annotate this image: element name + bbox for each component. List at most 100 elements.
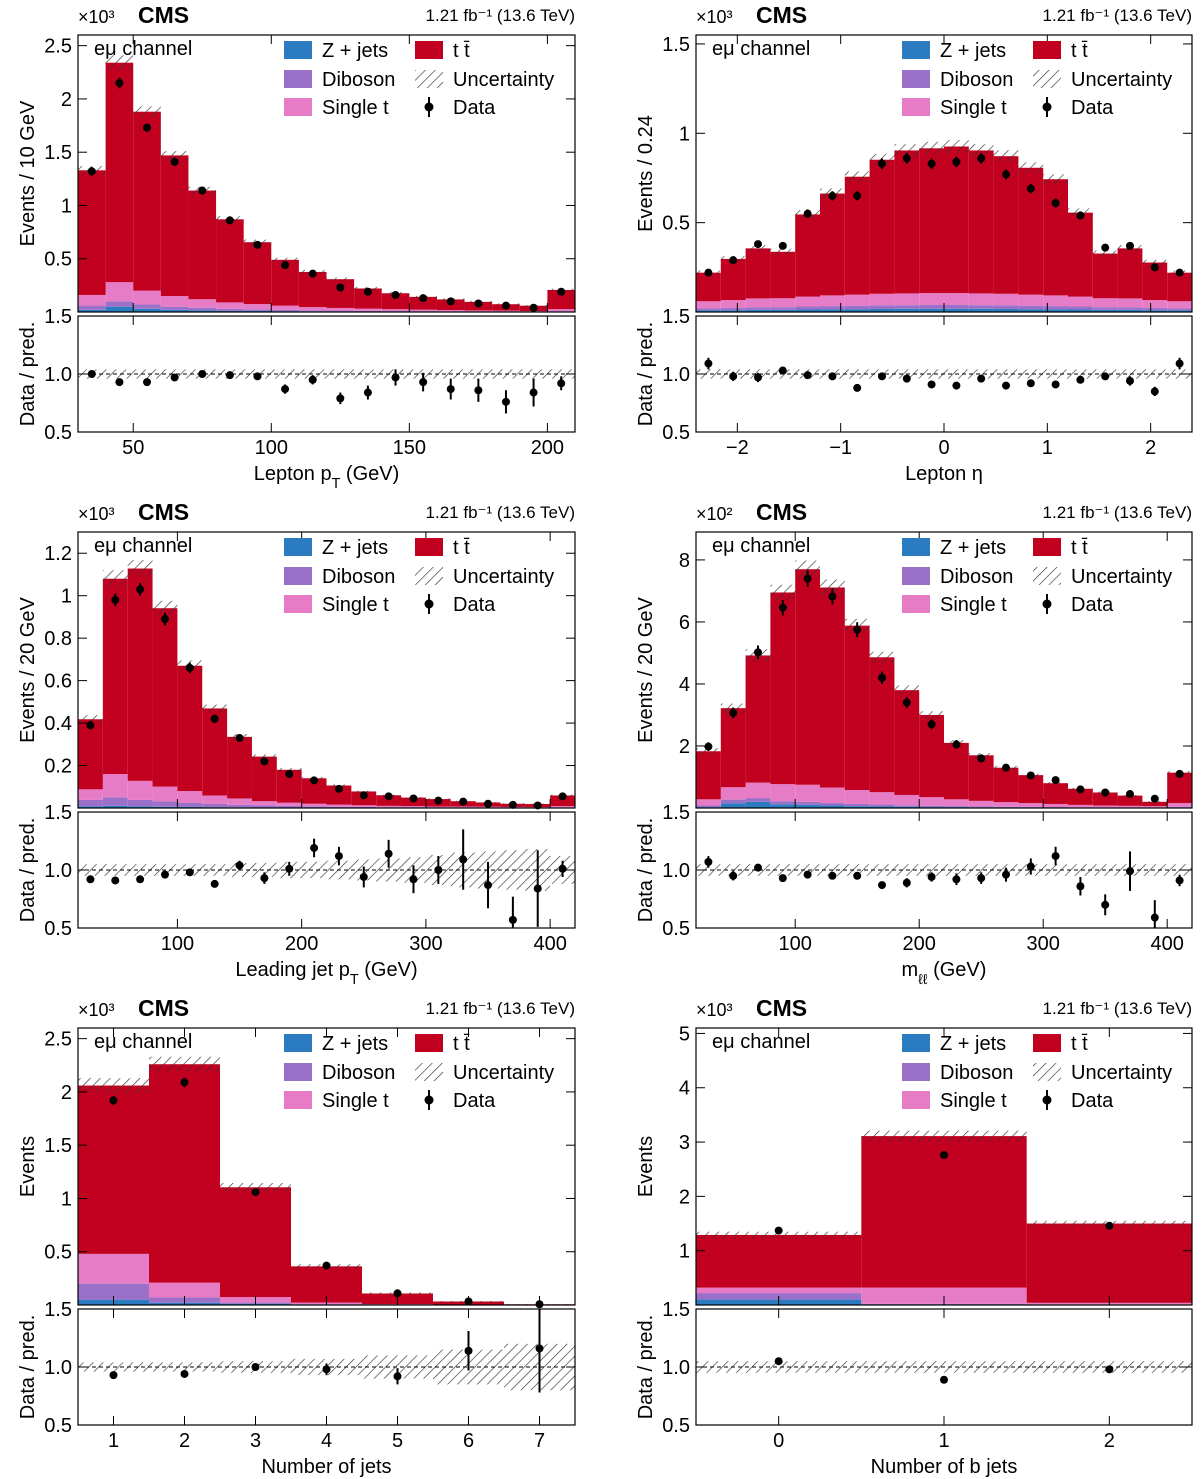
uncertainty-band xyxy=(271,257,299,262)
stack-bar-singlet xyxy=(745,298,771,308)
data-point xyxy=(940,1151,948,1160)
legend-uncertainty-label: Uncertainty xyxy=(1071,69,1172,91)
legend-diboson-swatch xyxy=(284,567,312,585)
x-tick-label: 100 xyxy=(779,933,812,955)
data-point xyxy=(86,721,95,730)
stack-bar-diboson xyxy=(1018,806,1044,808)
stack-bar-tt xyxy=(1043,783,1068,804)
legend-uncertainty-label: Uncertainty xyxy=(453,1062,554,1084)
stack-bar-tt xyxy=(78,719,103,790)
y-tick-label: 1.5 xyxy=(662,34,690,56)
data-point xyxy=(1150,263,1159,272)
cms-label: CMS xyxy=(756,2,807,28)
stack-bar-singlet xyxy=(436,310,465,312)
data-point xyxy=(235,733,244,742)
ratio-point xyxy=(557,379,566,388)
stack-bar-zjets xyxy=(820,805,845,808)
legend-uncertainty-swatch xyxy=(1033,1063,1061,1081)
data-point xyxy=(878,159,886,168)
ratio-point xyxy=(803,870,812,879)
data-point xyxy=(902,698,911,707)
stack-bar-tt xyxy=(720,258,746,301)
stack-bar-zjets xyxy=(696,310,721,312)
panel-lepton-pt: 0.5 1 1.5 2 2.5 0.5 1.0 1.5 50 100 150 200 Lepton pT… xyxy=(17,2,576,492)
x-tick-label: 400 xyxy=(533,933,566,955)
y-tick-label: 6 xyxy=(679,612,690,634)
y-axis-label: Events / 10 GeV xyxy=(17,100,39,246)
stack-bar-diboson xyxy=(745,307,771,310)
legend-data-marker xyxy=(1042,102,1052,112)
stack-bar-diboson xyxy=(271,309,299,312)
stack-bar-singlet xyxy=(425,806,451,808)
stack-bar-singlet xyxy=(102,774,128,798)
stack-bar-zjets xyxy=(770,309,796,312)
data-point xyxy=(87,167,96,176)
ratio-point xyxy=(86,875,95,884)
panel-number-of-b-jets: 1 2 3 4 5 0.5 1.0 1.5 0 1 2 Number of b jets Events D… xyxy=(635,995,1193,1478)
stack-bar-zjets xyxy=(894,806,920,808)
stack-bar-diboson xyxy=(78,305,106,310)
legend-data-marker xyxy=(424,599,434,609)
stack-bar-singlet xyxy=(381,309,410,312)
legend-uncertainty-label: Uncertainty xyxy=(453,566,554,588)
data-point xyxy=(1101,788,1110,797)
x-tick-label: 6 xyxy=(463,1430,474,1452)
stack-bar-diboson xyxy=(993,305,1019,309)
stack-bar-singlet xyxy=(271,305,299,310)
stack-bar-singlet xyxy=(216,302,244,309)
ratio-point xyxy=(185,868,194,877)
stack-bar-zjets xyxy=(869,806,895,808)
ratio-point xyxy=(235,861,244,870)
stack-bar-singlet xyxy=(492,310,520,312)
legend-singlet-label: Single t xyxy=(322,1090,389,1112)
stack-bar-diboson xyxy=(745,798,771,802)
stack-bar-tt xyxy=(177,665,203,792)
ratio-point xyxy=(310,843,319,852)
cms-label: CMS xyxy=(138,2,189,28)
legend-diboson-label: Diboson xyxy=(322,1062,395,1084)
stack-bar-tt xyxy=(696,751,721,800)
stack-bar-diboson xyxy=(78,799,103,807)
ratio-point xyxy=(1126,376,1134,385)
stack-bar-tt xyxy=(1167,272,1192,302)
stack-bar-tt xyxy=(1043,179,1068,296)
stack-bar-tt xyxy=(354,288,382,309)
lumi-label: 1.21 fb⁻¹ (13.6 TeV) xyxy=(426,503,575,522)
stack-bar-diboson xyxy=(1018,305,1044,310)
uncertainty-band xyxy=(696,1231,862,1239)
stack-bar-tt xyxy=(770,251,796,299)
x-tick-label: 2 xyxy=(1104,1430,1115,1452)
x-tick-label: 2 xyxy=(179,1430,190,1452)
legend-zjets-label: Z + jets xyxy=(322,537,388,559)
ratio-y-tick-label: 1.5 xyxy=(44,1299,72,1321)
ratio-uncertainty-band xyxy=(919,864,944,876)
legend-zjets-label: Z + jets xyxy=(940,40,1006,62)
ratio-uncertainty-band xyxy=(127,864,153,876)
ratio-point xyxy=(459,855,468,864)
stack-bar-diboson xyxy=(152,801,178,807)
legend-data-label: Data xyxy=(1071,1090,1114,1112)
ratio-point xyxy=(977,374,986,383)
cms-label: CMS xyxy=(138,995,189,1021)
stack-bar-singlet xyxy=(450,806,476,808)
stack-bar-singlet xyxy=(720,787,746,800)
legend-diboson-swatch xyxy=(902,1063,930,1081)
x-tick-label: 400 xyxy=(1151,933,1184,955)
ratio-point xyxy=(446,385,455,394)
legend-singlet-swatch xyxy=(902,595,930,613)
stack-bar-zjets xyxy=(944,308,969,312)
data-point xyxy=(285,770,294,779)
legend-uncertainty-swatch xyxy=(415,567,443,585)
ratio-point xyxy=(927,380,936,389)
ratio-point xyxy=(754,863,762,872)
ratio-y-axis-label: Data / pred. xyxy=(17,1315,39,1420)
x-tick-label: 100 xyxy=(255,437,288,459)
legend-singlet-swatch xyxy=(284,1091,312,1109)
y-tick-label: 5 xyxy=(679,1023,690,1045)
stack-bar-singlet xyxy=(993,293,1019,306)
data-point xyxy=(419,294,428,303)
stack-bar-singlet xyxy=(409,309,437,312)
legend-diboson-label: Diboson xyxy=(322,69,395,91)
stack-bar-singlet xyxy=(354,308,382,311)
ratio-uncertainty-band xyxy=(362,1355,433,1379)
